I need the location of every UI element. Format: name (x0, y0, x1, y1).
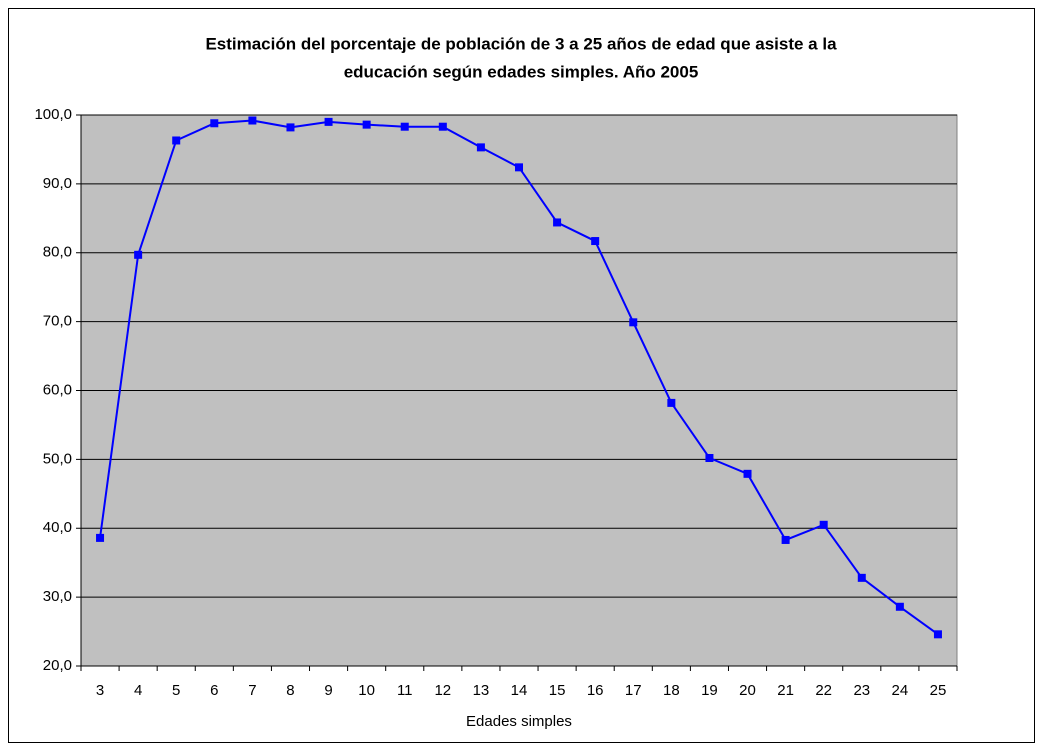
data-point (857, 573, 866, 582)
y-tick-label: 90,0 (43, 175, 72, 192)
x-tick-label: 21 (777, 682, 794, 699)
data-point (743, 469, 752, 478)
data-point (705, 453, 714, 462)
x-tick-label: 7 (248, 682, 256, 699)
x-tick-label: 15 (549, 682, 566, 699)
y-tick-label: 70,0 (43, 313, 72, 330)
x-tick-label: 10 (358, 682, 375, 699)
x-tick-label: 6 (210, 682, 218, 699)
chart-title: educación según edades simples. Año 2005 (344, 62, 699, 81)
y-tick-label: 40,0 (43, 519, 72, 536)
data-point (667, 398, 676, 407)
x-tick-label: 11 (397, 682, 413, 699)
data-point (134, 250, 143, 259)
y-tick-label: 50,0 (43, 450, 72, 467)
data-point (895, 602, 904, 611)
data-point (781, 535, 790, 544)
x-tick-label: 18 (663, 682, 680, 699)
data-point (819, 520, 828, 529)
y-tick-label: 100,0 (34, 106, 72, 123)
data-point (438, 122, 447, 131)
data-point (400, 122, 409, 131)
x-tick-label: 24 (892, 682, 909, 699)
x-tick-label: 12 (434, 682, 451, 699)
data-point (553, 218, 562, 227)
x-tick-label: 17 (625, 682, 642, 699)
x-tick-label: 8 (286, 682, 294, 699)
x-tick-label: 20 (739, 682, 756, 699)
x-tick-label: 9 (324, 682, 332, 699)
chart-title: Estimación del porcentaje de población d… (205, 34, 837, 53)
data-point (591, 237, 600, 246)
y-tick-label: 60,0 (43, 381, 72, 398)
x-tick-label: 16 (587, 682, 604, 699)
data-point (515, 163, 523, 172)
data-point (210, 119, 219, 128)
data-point (286, 123, 295, 132)
x-tick-label: 13 (473, 682, 490, 699)
data-point (629, 318, 638, 327)
x-tick-label: 5 (172, 682, 180, 699)
data-point (96, 533, 105, 542)
x-tick-label: 19 (701, 682, 718, 699)
x-tick-label: 14 (511, 682, 528, 699)
y-tick-label: 20,0 (43, 657, 72, 674)
data-point (324, 117, 333, 126)
data-point (933, 630, 942, 639)
x-tick-label: 25 (930, 682, 947, 699)
y-tick-label: 30,0 (43, 588, 72, 605)
x-tick-label: 3 (96, 682, 104, 699)
y-tick-label: 80,0 (43, 244, 72, 261)
data-point (476, 143, 485, 152)
data-point (362, 120, 371, 129)
x-tick-label: 4 (134, 682, 142, 699)
data-point (172, 136, 181, 145)
x-tick-label: 23 (853, 682, 870, 699)
x-tick-label: 22 (815, 682, 832, 699)
x-axis-label: Edades simples (466, 713, 572, 730)
data-point (248, 116, 257, 125)
